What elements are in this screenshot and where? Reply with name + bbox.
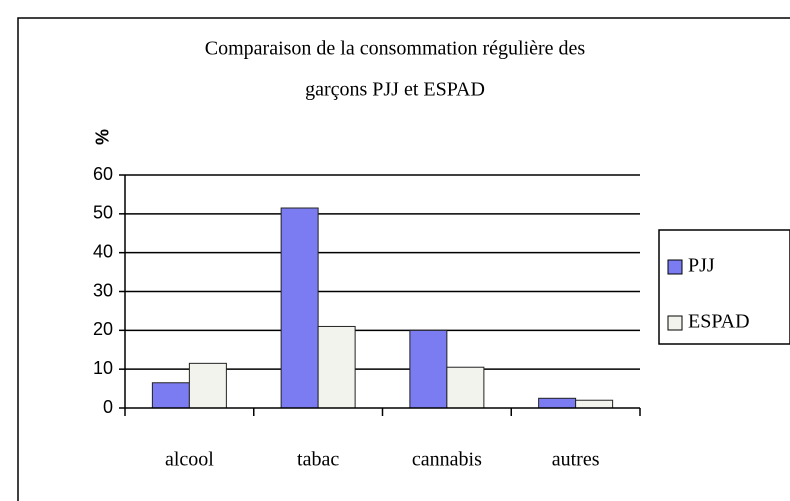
bar [151, 382, 190, 409]
bar [446, 366, 485, 409]
y-axis-label: % [91, 129, 111, 145]
bar [538, 397, 577, 409]
bar [575, 399, 614, 409]
y-tick-label: 40 [93, 241, 113, 261]
bar [188, 362, 227, 409]
y-tick-label: 10 [93, 358, 113, 378]
chart-title: garçons PJJ et ESPAD [305, 79, 485, 101]
bar [317, 325, 356, 409]
x-tick-label: cannabis [412, 449, 482, 471]
chart-title: Comparaison de la consommation régulière… [205, 38, 586, 60]
bar [409, 329, 448, 409]
y-tick-label: 50 [93, 203, 113, 223]
y-tick-label: 60 [93, 164, 113, 184]
y-tick-label: 20 [93, 319, 113, 339]
legend-swatch [667, 259, 683, 275]
legend-label: PJJ [688, 255, 715, 277]
x-tick-label: alcool [165, 449, 214, 471]
x-tick-label: autres [552, 449, 600, 471]
legend-label: ESPAD [688, 311, 750, 333]
x-tick-label: tabac [297, 449, 339, 471]
bar [280, 207, 319, 409]
legend-swatch [667, 315, 683, 331]
y-tick-label: 30 [93, 280, 113, 300]
y-tick-label: 0 [103, 397, 113, 417]
